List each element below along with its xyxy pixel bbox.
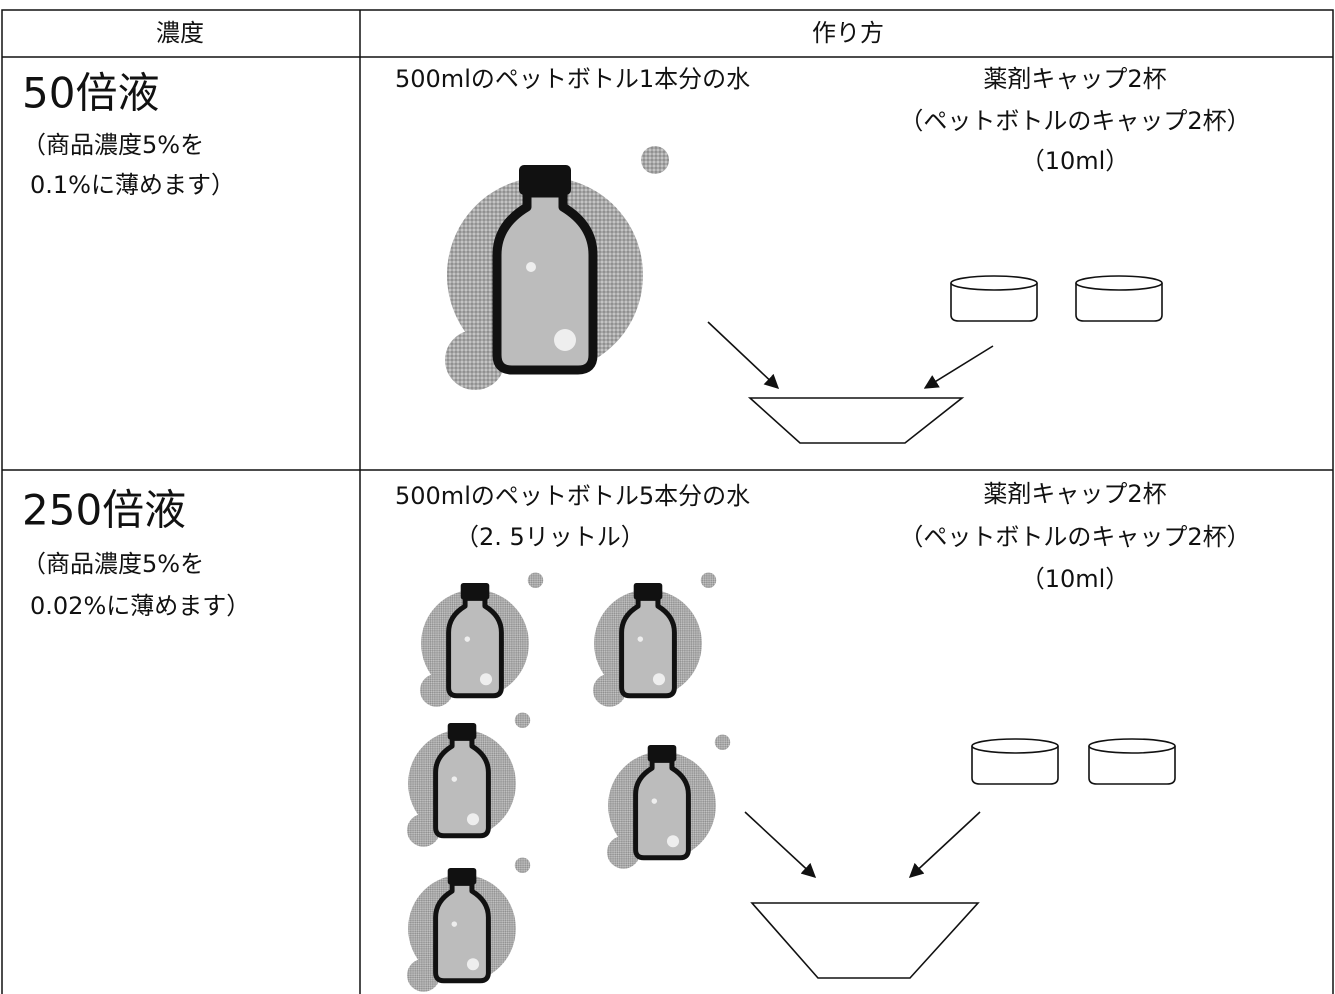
cap-icon [1075,275,1163,322]
bottle-cap [447,868,477,885]
note: 0.02%に薄めます） [30,592,250,620]
bottle-body [633,757,691,861]
bottle-ridges [619,641,677,682]
bottle-cap [633,583,663,600]
backdrop-dot [445,330,505,390]
water-text: 500mlのペットボトル5本分の水 [395,482,750,510]
highlight [464,636,471,642]
header-cell: 濃度 [156,19,204,47]
bowl [750,902,980,979]
arrow [908,811,981,878]
backdrop-dot [514,712,531,728]
highlight [651,798,658,804]
bottle-icon [407,712,531,847]
cap [1075,283,1163,322]
bottle-ridges [493,270,597,345]
highlight [466,813,480,826]
bottle-icon [420,572,544,707]
highlight [451,921,458,927]
agent-text: （10ml） [1021,147,1130,175]
backdrop-dot [407,958,440,992]
highlight [652,673,666,686]
water-text: 500mlのペットボトル1本分の水 [395,65,750,93]
bottle-body [619,595,677,699]
bottle-ridges [433,781,491,822]
note: （商品濃度5%を [22,131,204,159]
water-text: （2. 5リットル） [455,523,645,551]
concentration: 250倍液 [22,486,186,535]
highlight [479,673,493,686]
highlight [466,958,480,971]
backdrop-dot [420,673,453,707]
agent-text: 薬剤キャップ2杯 [983,480,1166,508]
bottle-ridges [633,803,691,844]
note: 0.1%に薄めます） [30,171,235,199]
backdrop-dot [714,734,731,750]
agent-text: （10ml） [1021,565,1130,593]
highlight [526,262,536,272]
agent-text: （ペットボトルのキャップ2杯） [899,107,1250,135]
arrow [707,321,780,389]
bottle-body [492,188,598,375]
bottle-ridges [446,641,504,682]
cap-top [971,738,1059,754]
backdrop-dot [593,673,626,707]
cap-icon [950,275,1038,322]
bottle-ridges [433,926,491,967]
backdrop-dot [514,857,531,873]
backdrop-dot [407,813,440,847]
bottle-cap [647,745,677,762]
cap [971,746,1059,785]
highlight [666,835,680,848]
backdrop-dot [527,572,544,588]
bottle-icon [607,734,731,869]
arrow [923,345,994,389]
bottle-cap [460,583,490,600]
bottle-body [446,595,504,699]
bowl [747,397,965,444]
note: （商品濃度5%を [22,550,204,578]
cap-icon [1088,738,1176,785]
table-grid [1,9,1334,994]
agent-text: 薬剤キャップ2杯 [983,65,1166,93]
backdrop-dot [700,572,717,588]
cap [950,283,1038,322]
backdrop-dot [641,146,669,174]
bottle-body [433,880,491,984]
cap-top [950,275,1038,291]
bottle-icon [407,857,531,992]
header-cell: 作り方 [812,19,884,47]
highlight [637,636,644,642]
backdrop-dot [607,835,640,869]
highlight [554,329,576,351]
illustrations [407,146,1176,992]
concentration: 50倍液 [22,69,159,118]
bottle-icon [445,146,669,390]
cap-top [1075,275,1163,291]
cap-top [1088,738,1176,754]
bottle-cap [447,723,477,740]
highlight [451,776,458,782]
cap-icon [971,738,1059,785]
bottle-icon [593,572,717,707]
cap [1088,746,1176,785]
bottle-body [433,735,491,839]
bottle-cap [519,165,571,195]
arrow [744,811,817,878]
agent-text: （ペットボトルのキャップ2杯） [899,523,1250,551]
